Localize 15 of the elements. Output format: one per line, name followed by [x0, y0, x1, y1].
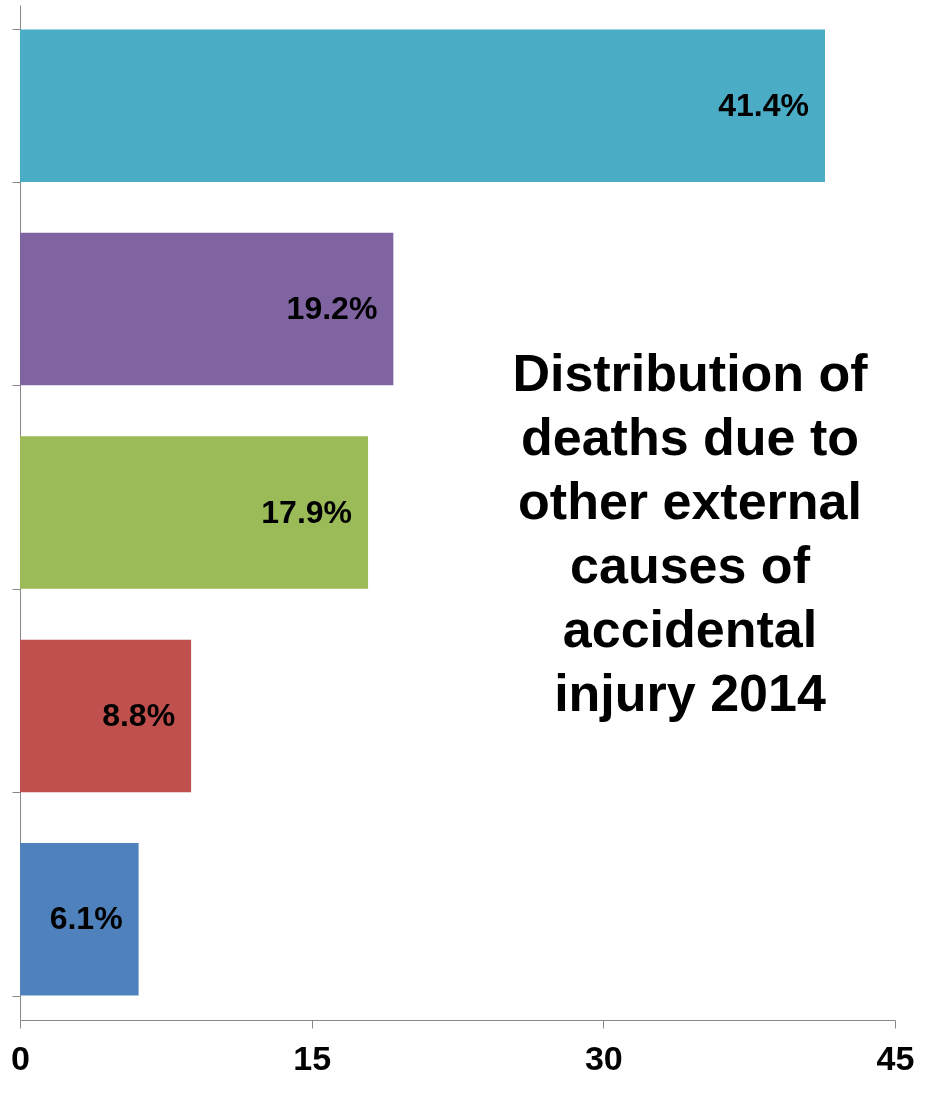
data-label: 19.2%: [286, 290, 378, 327]
data-label: 6.1%: [49, 900, 123, 937]
bar: [20, 232, 394, 386]
bar: [20, 436, 369, 589]
text: Distribution of deaths due to other external causes of accidental injury 2014: [512, 344, 869, 722]
x-tick-label: 30: [584, 1038, 623, 1077]
bar: [20, 639, 192, 793]
bar: [20, 29, 825, 182]
data-label: 17.9%: [261, 493, 353, 530]
data-label: 8.8%: [102, 696, 176, 733]
data-label: 41.4%: [718, 86, 809, 123]
x-tick-label: 45: [876, 1038, 915, 1077]
x-tick-label: 15: [293, 1038, 332, 1077]
x-tick-label: 0: [11, 1038, 30, 1077]
bar: [20, 843, 139, 996]
